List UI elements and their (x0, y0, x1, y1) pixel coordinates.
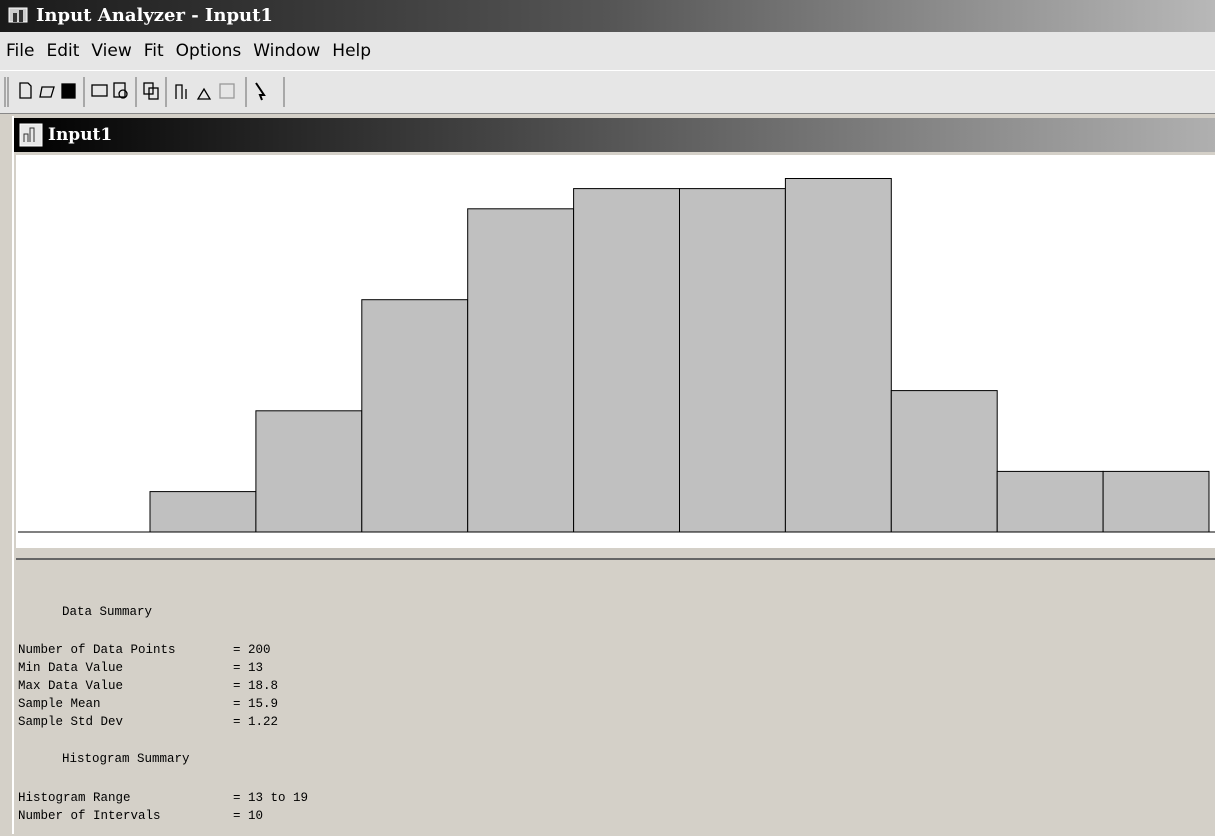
section-title: Data Summary (62, 605, 153, 619)
row-label: Sample Std Dev (18, 715, 124, 729)
window-title: Input Analyzer - Input1 (36, 5, 273, 26)
histogram-bar (255, 410, 363, 533)
row-label: Number of Data Points (18, 643, 176, 657)
row-value: 13 to 19 (248, 791, 309, 805)
menu-item[interactable]: Fit (143, 41, 164, 61)
menu-bar: File Edit View Fit Options Window Help (0, 32, 1215, 70)
histogram-chart (16, 155, 1215, 548)
row-value: 200 (248, 643, 271, 657)
menu-item[interactable]: File (6, 41, 35, 61)
menu-item[interactable]: Options (175, 41, 242, 61)
row-label: Max Data Value (18, 679, 124, 693)
menu-item[interactable]: Edit (46, 41, 80, 61)
histogram-bar (149, 491, 257, 533)
histogram-bar (467, 208, 575, 533)
toolbar (0, 70, 1215, 114)
histogram-bar (890, 390, 998, 533)
row-value: 1.22 (248, 715, 279, 729)
row-sign: = (233, 809, 241, 823)
summary-panel: Data Summary Number of Data Points = 200 Min… (16, 558, 1215, 836)
menu-item[interactable]: Help (332, 41, 372, 61)
row-value: 10 (248, 809, 264, 823)
child-icon (19, 123, 43, 147)
row-sign: = (233, 661, 241, 675)
histogram-bar (361, 299, 469, 533)
toolbar-icons (4, 77, 285, 107)
histogram-bar (679, 188, 786, 533)
histogram-bar (1102, 470, 1210, 533)
histogram-bar (784, 178, 892, 533)
row-sign: = (233, 679, 241, 693)
title-bar: Input Analyzer - Input1 (0, 0, 1215, 32)
menu-item[interactable]: Window (253, 41, 321, 61)
row-value: 18.8 (248, 679, 279, 693)
row-sign: = (233, 697, 241, 711)
child-title-bar: Input1 (14, 118, 1215, 152)
child-title: Input1 (48, 125, 113, 145)
row-sign: = (233, 715, 241, 729)
section-title: Histogram Summary (62, 752, 190, 766)
row-label: Min Data Value (18, 661, 124, 675)
app-icon (8, 7, 28, 23)
histogram-bar (573, 188, 680, 533)
row-label: Sample Mean (18, 697, 101, 711)
row-sign: = (233, 791, 241, 805)
histogram-bar (996, 470, 1104, 533)
row-sign: = (233, 643, 241, 657)
row-value: 15.9 (248, 697, 279, 711)
row-label: Histogram Range (18, 791, 131, 805)
row-value: 13 (248, 661, 264, 675)
row-label: Number of Intervals (18, 809, 161, 823)
menu-item[interactable]: View (91, 41, 132, 61)
